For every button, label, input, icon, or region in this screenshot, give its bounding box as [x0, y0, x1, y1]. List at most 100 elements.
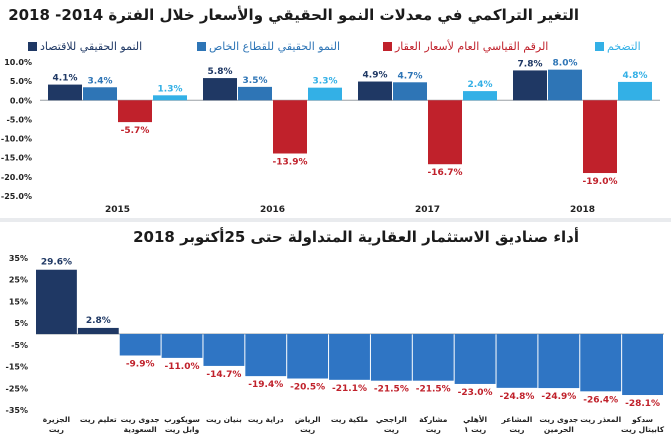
bar-value-label: 1.3% [158, 84, 183, 94]
bar-value-label: 3.5% [243, 76, 268, 86]
growth-chart-title: التغير التراكمي في معدلات النمو الحقيقي … [8, 6, 579, 24]
bar-economy [203, 78, 237, 101]
legend-label-inflation: التضخم [607, 40, 641, 53]
fund-bar [538, 334, 580, 389]
y-tick-label: -15% [6, 363, 28, 372]
fund-name-label: ريت [384, 425, 399, 434]
bar-inflation [463, 91, 497, 101]
fund-bar [77, 327, 119, 334]
bar-value-label: -19.0% [583, 177, 618, 187]
fund-bar [329, 334, 370, 380]
fund-bar [161, 334, 203, 358]
y-tick-label: -5.0% [6, 115, 32, 124]
reit-chart-title: أداء صناديق الاستثمار العقارية المتداولة… [133, 228, 579, 246]
fund-name-label: ملكية ريت [331, 415, 369, 424]
fund-value-label: -28.1% [625, 399, 660, 409]
y-tick-label: -20.0% [1, 173, 32, 182]
bar-inflation [153, 95, 187, 101]
y-tick-label: 15% [9, 297, 28, 306]
fund-value-label: -21.1% [332, 384, 367, 394]
fund-bar [370, 334, 412, 381]
fund-name-label: الراجحي [376, 415, 407, 424]
bar-inflation [618, 81, 652, 101]
fund-value-label: -21.5% [374, 385, 409, 395]
fund-name-label: مشاركة [419, 415, 448, 424]
growth-chart-svg: 10.0% 5.0% 0.0% -5.0% -10.0% -15.0% -20.0% -25.… [1, 58, 660, 215]
fund-name-label: الأهلي [463, 415, 487, 424]
y-tick-label: -15.0% [1, 154, 32, 163]
fund-bar [36, 269, 77, 334]
bar-economy [48, 84, 82, 101]
fund-value-label: 2.8% [86, 316, 111, 326]
x-category-label: 2016 [260, 205, 285, 215]
bar-value-label: 3.3% [313, 77, 338, 87]
bar-realestate [428, 100, 462, 165]
y-tick-label: -35% [6, 406, 28, 415]
bar-economy [513, 70, 547, 101]
fund-value-label: -20.5% [290, 383, 325, 393]
fund-value-label: -11.0% [165, 362, 200, 372]
y-tick-label: 5% [14, 319, 28, 328]
bar-private [83, 87, 117, 101]
fund-bar [245, 334, 287, 377]
bar-value-label: 4.8% [623, 71, 648, 81]
bar-private [238, 86, 272, 101]
bar-value-label: 8.0% [553, 59, 578, 69]
fund-name-label: جدوى ريت [121, 415, 160, 424]
fund-value-label: -23.0% [458, 388, 493, 398]
legend-swatch-realestate [383, 42, 392, 51]
bar-realestate [118, 100, 152, 123]
fund-name-label: الحرمين [544, 425, 574, 434]
x-category-label: 2015 [105, 205, 130, 215]
fund-name-label: ريت [426, 425, 441, 434]
bar-value-label: 2.4% [468, 80, 493, 90]
bar-economy [358, 81, 392, 101]
fund-name-label: الرياض [295, 415, 321, 424]
bar-value-label: -13.9% [273, 158, 308, 168]
fund-value-label: -14.7% [206, 370, 241, 380]
y-tick-label: 5.0% [10, 77, 32, 86]
bar-inflation [308, 87, 342, 101]
bar-value-label: 3.4% [88, 76, 113, 86]
fund-name-label: جدوى ريت [539, 415, 578, 424]
fund-value-label: -24.9% [541, 392, 576, 402]
bar-value-label: -16.7% [428, 168, 463, 178]
fund-bar [622, 334, 663, 396]
fund-name-label: سدكو [631, 415, 653, 424]
bar-private [548, 69, 582, 101]
y-tick-label: -25.0% [1, 192, 32, 201]
reit-chart-svg: 35%25%15%5%-5%-15%-25%-35%29.6%الجزيرةري… [6, 254, 665, 434]
y-tick-label: -25% [6, 384, 28, 393]
bar-realestate [583, 100, 617, 174]
fund-name-label: وابل ريت [165, 425, 200, 434]
growth-chart-panel: التغير التراكمي في معدلات النمو الحقيقي … [0, 0, 671, 218]
fund-value-label: -24.8% [499, 392, 534, 402]
legend-swatch-economy [28, 42, 37, 51]
bar-realestate [273, 100, 307, 154]
legend-label-economy: النمو الحقيقي للاقتصاد [40, 40, 143, 53]
fund-name-label: المشاعر [501, 415, 533, 424]
fund-name-label: ريت [509, 425, 524, 434]
fund-name-label: ريت [300, 425, 315, 434]
x-category-label: 2018 [570, 205, 595, 215]
fund-bar [119, 334, 161, 356]
bar-value-label: 4.1% [53, 74, 78, 84]
fund-value-label: -19.4% [248, 380, 283, 390]
fund-bar [580, 334, 622, 392]
fund-value-label: 29.6% [41, 258, 72, 268]
fund-name-label: ريت ١ [464, 425, 486, 434]
fund-name-label: دراية ريت [248, 415, 284, 424]
y-tick-label: -10.0% [1, 135, 32, 144]
bar-value-label: 4.9% [363, 71, 388, 81]
fund-name-label: كابيتال ريت [621, 425, 665, 434]
fund-bar [454, 334, 496, 384]
fund-value-label: -26.4% [583, 395, 618, 405]
y-tick-label: 10.0% [4, 58, 32, 67]
reit-chart-panel: أداء صناديق الاستثمار العقارية المتداولة… [0, 222, 671, 447]
bar-private [393, 82, 427, 101]
bar-value-label: 7.8% [518, 59, 543, 69]
fund-name-label: تعليم ريت [80, 415, 117, 424]
y-tick-label: 25% [9, 276, 28, 285]
fund-bar [287, 334, 329, 379]
fund-value-label: -21.5% [416, 385, 451, 395]
